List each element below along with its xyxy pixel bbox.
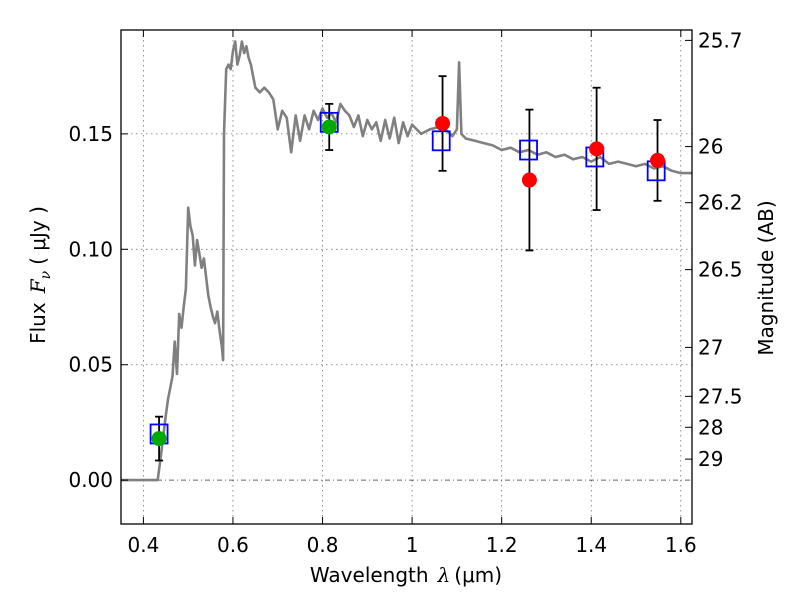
x-tick-labels: 0.4 0.6 0.8 1 1.2 1.4 1.6 xyxy=(127,533,696,557)
observed-point xyxy=(435,115,451,131)
right-tick-label: 26.2 xyxy=(698,191,743,215)
observed-point xyxy=(321,119,337,135)
y-axis-label: FluxFν( μJy ) xyxy=(26,206,54,344)
model-point-square xyxy=(431,130,451,152)
model-spectrum-line xyxy=(121,40,692,482)
plot-frame xyxy=(120,29,693,525)
right-tick-label: 26.5 xyxy=(698,258,743,282)
model-point-square xyxy=(519,139,538,161)
x-tick-label: 0.4 xyxy=(127,533,159,557)
x-axis-label: Wavelength λ (μm) xyxy=(310,563,502,587)
observed-point xyxy=(589,141,605,157)
right-tick-label: 27 xyxy=(698,335,723,359)
axis-ticks xyxy=(121,30,692,524)
observed-point xyxy=(650,152,666,168)
right-tick-label: 29 xyxy=(698,447,723,471)
x-tick-label: 1 xyxy=(406,533,419,557)
y-tick-label: 0.00 xyxy=(68,468,113,492)
right-magnitude-tick-labels: 25.7 26 26.2 26.5 27 27.5 28 29 xyxy=(698,28,743,471)
right-tick-label: 25.7 xyxy=(698,28,743,52)
y-tick-label: 0.10 xyxy=(68,237,113,261)
observed-point xyxy=(521,172,537,188)
model-bandpass-points xyxy=(149,111,666,445)
right-tick-label: 27.5 xyxy=(698,384,743,408)
right-axis-label: Magnitude (AB) xyxy=(754,200,778,355)
x-tick-label: 1.2 xyxy=(486,533,518,557)
x-tick-label: 0.8 xyxy=(307,533,339,557)
observed-point xyxy=(151,431,167,447)
observed-flux-points xyxy=(151,115,666,447)
right-tick-label: 26 xyxy=(698,135,723,159)
x-tick-label: 1.4 xyxy=(575,533,607,557)
x-tick-label: 1.6 xyxy=(665,533,697,557)
y-tick-label: 0.05 xyxy=(68,353,113,377)
x-tick-label: 0.6 xyxy=(217,533,249,557)
y-tick-label: 0.15 xyxy=(68,122,113,146)
y-tick-labels: 0.00 0.05 0.10 0.15 xyxy=(68,122,113,492)
right-tick-label: 28 xyxy=(698,415,723,439)
